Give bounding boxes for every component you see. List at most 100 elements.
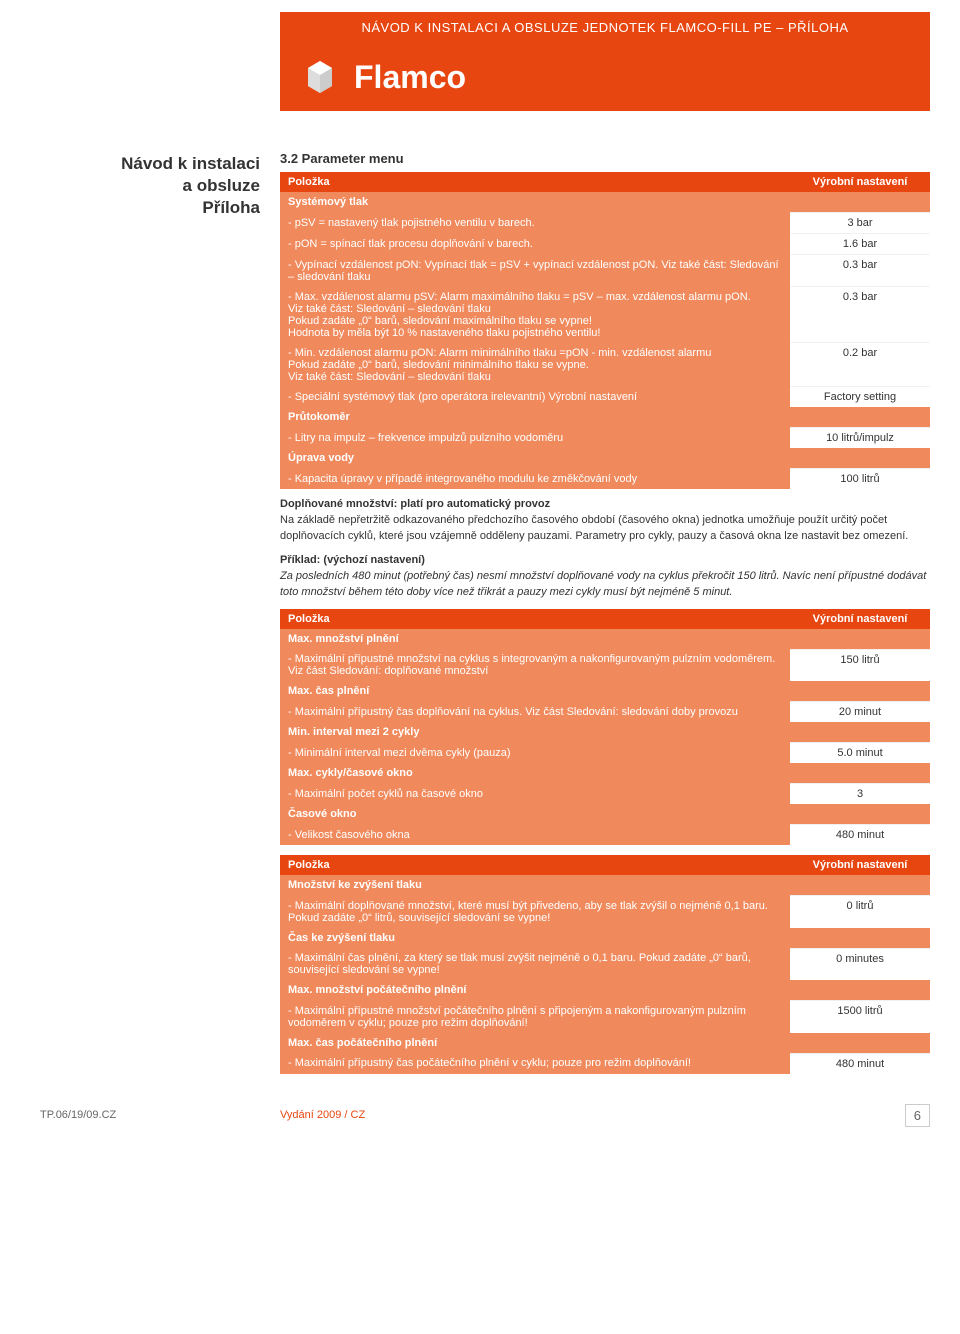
row-value: Factory setting xyxy=(790,387,930,408)
cat-label: Úprava vody xyxy=(280,448,930,469)
row-value: 10 litrů/impulz xyxy=(790,428,930,449)
row-label: - Maximální doplňované množství, které m… xyxy=(280,896,790,928)
col-value: Výrobní nastavení xyxy=(790,855,930,875)
paragraph-text: Za posledních 480 minut (potřebný čas) n… xyxy=(280,570,926,598)
table-header-row: Položka Výrobní nastavení xyxy=(280,609,930,629)
row-value: 0 minutes xyxy=(790,948,930,980)
row-label: - Kapacita úpravy v případě integrovanéh… xyxy=(280,469,790,490)
cat-label: Systémový tlak xyxy=(280,192,930,213)
col-item: Položka xyxy=(280,172,790,192)
category-row: Úprava vody xyxy=(280,448,930,469)
footer-page-number: 6 xyxy=(905,1104,930,1127)
page-footer: TP.06/19/09.CZ Vydání 2009 / CZ 6 xyxy=(0,1094,960,1143)
row-value: 1500 litrů xyxy=(790,1001,930,1033)
row-label: - Maximální přípustný čas doplňování na … xyxy=(280,702,790,723)
main-content: 3.2 Parameter menu Položka Výrobní nasta… xyxy=(280,151,930,1074)
row-label: - Litry na impulz – frekvence impulzů pu… xyxy=(280,428,790,449)
footer-edition: Vydání 2009 / CZ xyxy=(280,1109,905,1121)
manual-title: Návod k instalaci a obsluze Příloha xyxy=(30,153,260,219)
cat-label: Max. cykly/časové okno xyxy=(280,763,930,784)
table-row: - pON = spínací tlak procesu doplňování … xyxy=(280,234,930,255)
row-label: - Maximální přípustné množství na cyklus… xyxy=(280,649,790,681)
cat-label: Průtokoměr xyxy=(280,407,930,428)
category-row: Max. množství počátečního plnění xyxy=(280,980,930,1001)
cat-label: Množství ke zvýšení tlaku xyxy=(280,875,930,896)
row-value: 1.6 bar xyxy=(790,234,930,255)
spacer xyxy=(280,845,930,855)
category-row: Průtokoměr xyxy=(280,407,930,428)
paragraph-title: Doplňované množství: platí pro automatic… xyxy=(280,498,550,510)
table-row: - Velikost časového okna480 minut xyxy=(280,825,930,846)
row-label: - Maximální přípustný čas počátečního pl… xyxy=(280,1053,790,1074)
header-title-bar: NÁVOD K INSTALACI A OBSLUZE JEDNOTEK FLA… xyxy=(280,12,930,43)
param-table-2: Položka Výrobní nastavení Max. množství … xyxy=(280,609,930,846)
table-row: - Min. vzdálenost alarmu pON: Alarm mini… xyxy=(280,343,930,387)
brand-logo-icon xyxy=(300,57,340,97)
category-row: Max. množství plnění xyxy=(280,629,930,650)
row-value: 100 litrů xyxy=(790,469,930,490)
row-label: - Maximální čas plnění, za který se tlak… xyxy=(280,948,790,980)
row-value: 3 xyxy=(790,784,930,805)
cat-label: Časové okno xyxy=(280,804,930,825)
row-label: - Speciální systémový tlak (pro operátor… xyxy=(280,387,790,408)
table-row: - pSV = nastavený tlak pojistného ventil… xyxy=(280,213,930,234)
table-row: - Maximální přípustné množství na cyklus… xyxy=(280,649,930,681)
manual-title-l1: Návod k instalaci xyxy=(121,154,260,173)
paragraph-text: Na základě nepřetržitě odkazovaného před… xyxy=(280,514,908,542)
table-row: - Maximální přípustné množství počáteční… xyxy=(280,1001,930,1033)
cat-label: Max. množství plnění xyxy=(280,629,930,650)
row-label: - Max. vzdálenost alarmu pSV: Alarm maxi… xyxy=(280,287,790,343)
cat-label: Max. čas počátečního plnění xyxy=(280,1033,930,1054)
row-value: 0.3 bar xyxy=(790,287,930,343)
row-value: 0.2 bar xyxy=(790,343,930,387)
cat-label: Max. množství počátečního plnění xyxy=(280,980,930,1001)
header-title: NÁVOD K INSTALACI A OBSLUZE JEDNOTEK FLA… xyxy=(361,20,848,35)
paragraph-title: Příklad: (výchozí nastavení) xyxy=(280,554,425,566)
page-body: Návod k instalaci a obsluze Příloha 3.2 … xyxy=(0,111,960,1094)
category-row: Max. čas počátečního plnění xyxy=(280,1033,930,1054)
body-paragraph-1: Doplňované množství: platí pro automatic… xyxy=(280,497,930,545)
table-row: - Speciální systémový tlak (pro operátor… xyxy=(280,387,930,408)
row-value: 0 litrů xyxy=(790,896,930,928)
row-label: - Minimální interval mezi dvěma cykly (p… xyxy=(280,743,790,764)
table-row: - Max. vzdálenost alarmu pSV: Alarm maxi… xyxy=(280,287,930,343)
row-value: 480 minut xyxy=(790,1053,930,1074)
row-label: - Maximální přípustné množství počáteční… xyxy=(280,1001,790,1033)
col-value: Výrobní nastavení xyxy=(790,172,930,192)
row-value: 3 bar xyxy=(790,213,930,234)
brand-name: Flamco xyxy=(354,59,466,96)
category-row: Časové okno xyxy=(280,804,930,825)
row-label: - Maximální počet cyklů na časové okno xyxy=(280,784,790,805)
col-value: Výrobní nastavení xyxy=(790,609,930,629)
cat-label: Max. čas plnění xyxy=(280,681,930,702)
row-label: - pSV = nastavený tlak pojistného ventil… xyxy=(280,213,790,234)
table-row: - Minimální interval mezi dvěma cykly (p… xyxy=(280,743,930,764)
category-row: Min. interval mezi 2 cykly xyxy=(280,722,930,743)
category-row: Množství ke zvýšení tlaku xyxy=(280,875,930,896)
row-value: 150 litrů xyxy=(790,649,930,681)
row-value: 0.3 bar xyxy=(790,255,930,287)
table-row: - Litry na impulz – frekvence impulzů pu… xyxy=(280,428,930,449)
category-row: Čas ke zvýšení tlaku xyxy=(280,928,930,949)
row-label: - Vypínací vzdálenost pON: Vypínací tlak… xyxy=(280,255,790,287)
table-row: - Maximální doplňované množství, které m… xyxy=(280,896,930,928)
param-table-3: Položka Výrobní nastavení Množství ke zv… xyxy=(280,855,930,1074)
table-row: - Kapacita úpravy v případě integrovanéh… xyxy=(280,469,930,490)
table-row: - Vypínací vzdálenost pON: Vypínací tlak… xyxy=(280,255,930,287)
row-label: - Velikost časového okna xyxy=(280,825,790,846)
section-title: 3.2 Parameter menu xyxy=(280,151,930,166)
param-table-1: Položka Výrobní nastavení Systémový tlak… xyxy=(280,172,930,489)
footer-code: TP.06/19/09.CZ xyxy=(30,1109,280,1121)
col-item: Položka xyxy=(280,855,790,875)
manual-title-l3: Příloha xyxy=(202,198,260,217)
cat-label: Čas ke zvýšení tlaku xyxy=(280,928,930,949)
row-value: 5.0 minut xyxy=(790,743,930,764)
row-label: - Min. vzdálenost alarmu pON: Alarm mini… xyxy=(280,343,790,387)
table-header-row: Položka Výrobní nastavení xyxy=(280,855,930,875)
table-row: - Maximální čas plnění, za který se tlak… xyxy=(280,948,930,980)
table-row: - Maximální počet cyklů na časové okno3 xyxy=(280,784,930,805)
table-row: - Maximální přípustný čas doplňování na … xyxy=(280,702,930,723)
table-row: - Maximální přípustný čas počátečního pl… xyxy=(280,1053,930,1074)
row-value: 20 minut xyxy=(790,702,930,723)
row-label: - pON = spínací tlak procesu doplňování … xyxy=(280,234,790,255)
